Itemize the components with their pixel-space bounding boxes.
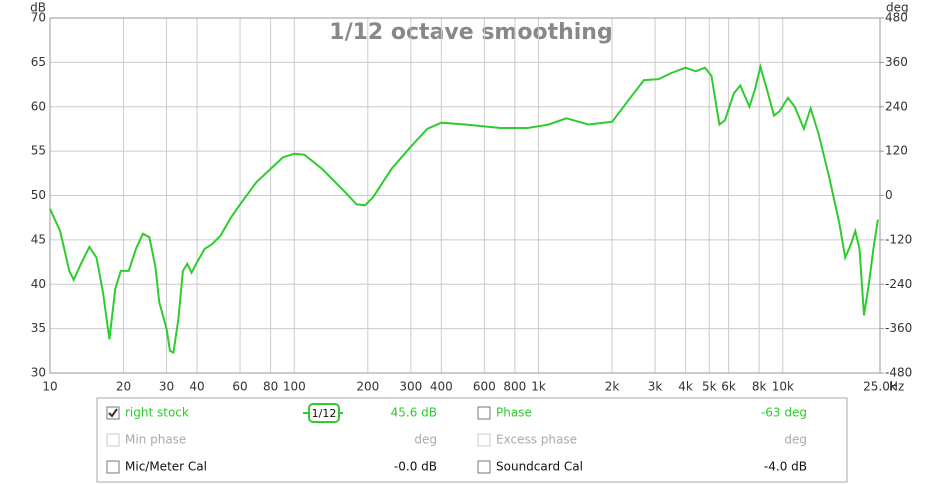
y-axis-label: dB [30, 1, 46, 15]
x-tick-label: 100 [283, 380, 306, 394]
y2-tick-label: -480 [885, 366, 912, 380]
y-tick-label: 30 [31, 366, 46, 380]
y2-tick-label: 120 [885, 144, 908, 158]
y2-tick-label: 240 [885, 99, 908, 113]
x-tick-label: 800 [503, 380, 526, 394]
y2-tick-label: -360 [885, 321, 912, 335]
y2-axis-label: deg [886, 1, 909, 15]
legend-panel [96, 397, 848, 483]
checkbox [477, 433, 491, 447]
x-tick-label: 10k [772, 380, 794, 394]
item-label: Phase [496, 406, 532, 420]
x-tick-label: 25.0k [863, 380, 897, 394]
x-tick-label: 200 [356, 380, 379, 394]
plot-border [49, 17, 881, 374]
item-value: deg [784, 433, 807, 447]
x-tick-label: 400 [430, 380, 453, 394]
item-label: Excess phase [496, 433, 577, 447]
y-tick-label: 60 [31, 99, 46, 113]
y-tick-label: 50 [31, 188, 46, 202]
x-tick-label: 10 [42, 380, 57, 394]
y2-tick-label: -120 [885, 232, 912, 246]
checkmark [108, 408, 118, 418]
checkbox[interactable] [106, 460, 120, 474]
checkbox[interactable] [477, 460, 491, 474]
y-tick-label: 70 [31, 11, 46, 25]
x-tick-label: 300 [399, 380, 422, 394]
item-value: -0.0 dB [394, 460, 437, 474]
item-value: deg [414, 433, 437, 447]
chart-title: 1/12 octave smoothing [329, 20, 612, 45]
y2-tick-label: -240 [885, 277, 912, 291]
y-tick-label: 55 [31, 144, 46, 158]
x-tick-label: 600 [473, 380, 496, 394]
x-tick-label: 30 [159, 380, 174, 394]
x-tick-label: 3k [648, 380, 663, 394]
checkbox [106, 433, 120, 447]
x-tick-label: 80 [263, 380, 278, 394]
y-tick-label: 65 [31, 55, 46, 69]
x-tick-label: 40 [189, 380, 204, 394]
response-line [49, 62, 879, 355]
x-tick-label: 8k [752, 380, 767, 394]
x-tick-label: 20 [116, 380, 131, 394]
item-label: Mic/Meter Cal [125, 460, 207, 474]
item-label: Soundcard Cal [496, 460, 583, 474]
item-value: -63 deg [761, 406, 807, 420]
item-label: Min phase [125, 433, 186, 447]
checkbox[interactable] [477, 406, 491, 420]
item-value: -4.0 dB [764, 460, 807, 474]
smoothing-badge[interactable] [308, 403, 340, 423]
y2-tick-label: 480 [885, 11, 908, 25]
x-tick-label: 2k [605, 380, 620, 394]
x-tick-label: 1k [531, 380, 546, 394]
x-axis-label: Hz [889, 380, 904, 394]
x-tick-label: 5k [702, 380, 717, 394]
x-tick-label: 60 [232, 380, 247, 394]
item-value: 45.6 dB [391, 406, 437, 420]
smoothing-label: 1/12 [312, 407, 337, 420]
y2-tick-label: 0 [885, 188, 893, 202]
y-tick-label: 40 [31, 277, 46, 291]
x-tick-label: 4k [678, 380, 693, 394]
y2-tick-label: 360 [885, 55, 908, 69]
y-tick-label: 45 [31, 232, 46, 246]
item-label: right stock [125, 406, 189, 420]
y-tick-label: 35 [31, 321, 46, 335]
x-tick-label: 6k [721, 380, 736, 394]
